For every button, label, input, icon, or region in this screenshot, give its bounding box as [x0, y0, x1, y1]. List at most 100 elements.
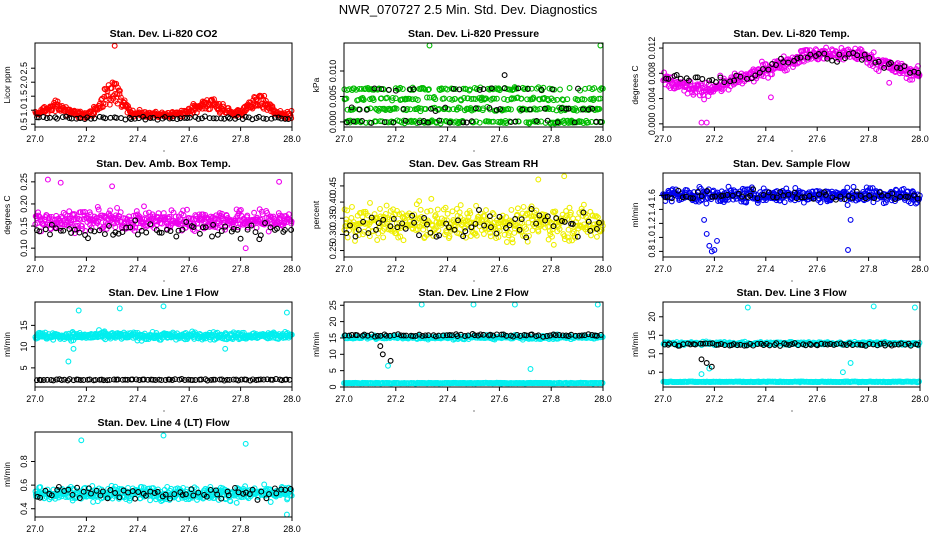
x-tick-label: 27.8 — [542, 394, 560, 404]
data-point — [436, 117, 443, 124]
y-axis-label: kPa — [311, 77, 321, 92]
data-point — [533, 117, 540, 124]
data-point — [844, 202, 851, 209]
data-point — [54, 115, 60, 122]
data-point — [446, 119, 453, 126]
data-point — [143, 223, 150, 230]
data-point — [260, 105, 267, 112]
y-tick-label: 0.25 — [328, 242, 338, 260]
x-tick-label: 27.2 — [78, 134, 96, 144]
data-point — [823, 44, 830, 51]
data-point — [872, 59, 879, 66]
data-point — [503, 239, 510, 245]
data-point — [112, 229, 119, 236]
data-point — [180, 212, 187, 219]
data-point — [75, 307, 82, 314]
data-point — [468, 96, 475, 102]
data-point — [677, 75, 684, 82]
x-tick-label: 27.6 — [180, 134, 198, 144]
data-point — [706, 77, 713, 84]
data-point — [471, 220, 478, 227]
data-point — [476, 86, 483, 93]
y-tick-label: 10 — [328, 349, 338, 359]
data-point — [186, 114, 193, 121]
data-point — [377, 205, 383, 212]
data-point — [96, 227, 103, 234]
data-point — [244, 226, 251, 233]
data-point — [75, 222, 81, 229]
data-point — [854, 52, 861, 59]
data-point — [794, 55, 801, 62]
data-point — [439, 220, 446, 227]
data-point — [870, 49, 877, 56]
x-tick-label: 27.6 — [491, 394, 509, 404]
data-point — [585, 119, 592, 126]
data-point — [85, 235, 91, 242]
data-point — [821, 50, 828, 57]
data-point — [847, 360, 854, 366]
x-tick-label: 27.4 — [129, 134, 147, 144]
data-point — [87, 227, 94, 234]
data-point — [518, 95, 525, 102]
data-point — [580, 201, 587, 208]
data-point — [260, 115, 267, 122]
data-point — [283, 309, 290, 316]
data-point — [166, 213, 173, 220]
data-point — [472, 96, 479, 103]
data-point — [417, 206, 424, 213]
data-point — [57, 227, 64, 234]
data-point — [400, 105, 407, 112]
data-point — [505, 106, 512, 113]
data-point — [705, 81, 712, 87]
data-point — [400, 237, 407, 244]
data-point — [487, 229, 494, 236]
data-point — [692, 74, 699, 81]
data-point — [893, 64, 900, 71]
y-tick-label: 0.45 — [328, 177, 338, 195]
y-tick-label: 1.0 — [19, 104, 29, 117]
data-point — [875, 58, 882, 65]
x-tick-label: 27.8 — [232, 134, 250, 144]
data-point — [807, 51, 814, 58]
data-point — [117, 209, 124, 216]
x-tick-label: 28.0 — [594, 394, 612, 404]
data-point — [773, 62, 779, 68]
data-point — [432, 108, 439, 114]
y-axis-label: degrees C — [630, 65, 640, 104]
data-point — [47, 231, 53, 238]
data-point — [95, 206, 102, 213]
data-point — [160, 210, 167, 217]
data-point — [242, 245, 249, 252]
data-point — [703, 200, 710, 207]
data-point — [554, 119, 561, 126]
data-point — [95, 218, 102, 224]
data-point — [511, 301, 518, 308]
data-point — [480, 86, 487, 93]
data-point — [685, 77, 692, 84]
data-point — [67, 220, 74, 227]
data-point — [379, 351, 386, 358]
data-point — [834, 58, 841, 65]
data-point — [566, 85, 573, 91]
data-point — [63, 113, 70, 120]
y-tick-label: 2.5 — [19, 62, 29, 75]
data-point — [364, 106, 371, 112]
data-point — [515, 118, 522, 125]
y-tick-label: 5 — [19, 365, 29, 370]
data-point — [511, 95, 518, 102]
y-tick-label: 1.5 — [19, 90, 29, 103]
y-axis-label: ml/min — [630, 202, 640, 227]
data-point — [199, 224, 206, 231]
data-point — [581, 96, 588, 103]
data-point — [717, 74, 724, 81]
data-point — [483, 207, 489, 214]
data-point — [519, 106, 526, 113]
data-point — [166, 115, 173, 122]
data-point — [464, 95, 471, 102]
y-tick-label: 0 — [328, 384, 338, 389]
data-point — [114, 204, 121, 211]
data-point — [457, 202, 464, 209]
x-tick-label: 27.2 — [78, 394, 96, 404]
data-point — [560, 97, 567, 103]
